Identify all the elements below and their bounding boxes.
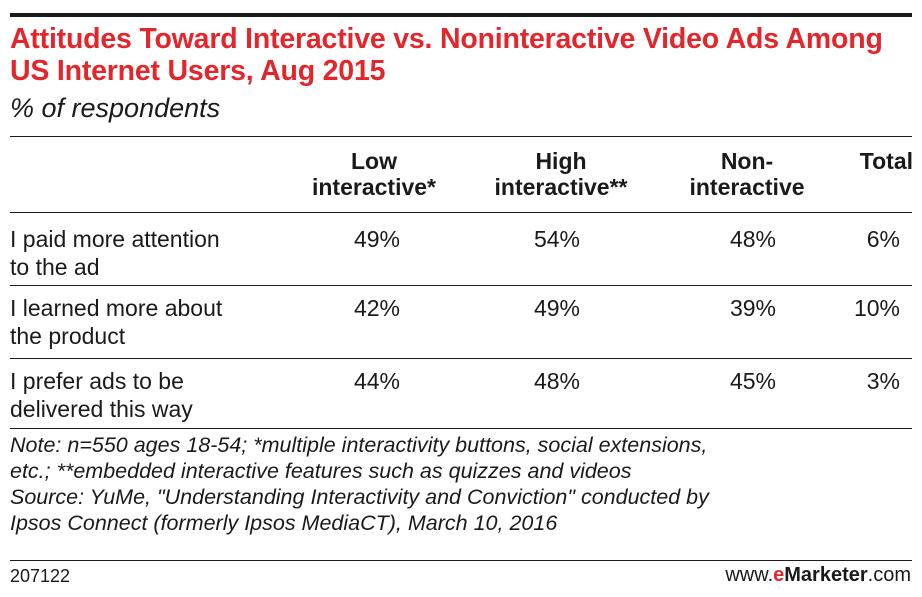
row-label-line: I prefer ads to be [10,368,184,394]
column-header-line: High [535,148,587,174]
footer-rule [10,560,912,561]
row-label-prefer-ads: I prefer ads to be delivered this way [10,367,280,423]
row-divider [10,358,912,359]
cell-value: 49% [353,226,400,252]
row-label-paid-attention: I paid more attention to the ad [10,225,280,281]
cell-value: 6% [866,226,900,252]
cell-value: 3% [866,368,900,394]
header-top-rule [10,136,912,137]
source-line: Source: YuMe, "Understanding Interactivi… [10,485,709,509]
note-line: Note: n=550 ages 18-54; *multiple intera… [10,433,708,457]
column-header-line: Total [859,148,913,174]
column-header-line: interactive* [311,174,436,200]
column-header-total: Total [838,148,913,174]
row-divider [10,285,912,286]
cell-value: 49% [533,295,580,321]
cell-value: 39% [729,295,776,321]
row-label-line: the product [10,323,126,349]
cell-value: 48% [729,226,776,252]
table-bottom-rule [10,428,912,429]
cell-value: 48% [533,368,580,394]
chart-subtitle: % of respondents [10,93,221,123]
cell-value: 44% [353,368,400,394]
column-header-line: interactive** [494,174,628,200]
cell-value: 45% [729,368,776,394]
brand-suffix: .com [867,564,911,586]
source-line: Ipsos Connect (formerly Ipsos MediaCT), … [10,511,558,535]
column-header-line: interactive [689,174,805,200]
cell-value: 42% [353,295,400,321]
row-label-line: to the ad [10,254,100,280]
brand-name: Marketer [784,564,868,586]
column-header-non-interactive: Non- interactive [672,148,822,200]
column-header-low-interactive: Low interactive* [290,148,458,200]
row-label-line: delivered this way [10,396,193,422]
chart-notes: Note: n=550 ages 18-54; *multiple intera… [10,432,915,536]
chart-title: Attitudes Toward Interactive vs. Noninte… [10,23,883,87]
top-rule [10,13,912,17]
note-line: etc.; **embedded interactive features su… [10,459,632,483]
brand-e: e [773,564,785,586]
row-label-line: I paid more attention [10,226,220,252]
column-header-high-interactive: High interactive** [471,148,651,200]
brand-logo: www.eMarketer.com [725,564,911,587]
row-label-line: I learned more about [10,295,223,321]
cell-value: 54% [533,226,580,252]
brand-prefix: www. [725,564,774,586]
cell-value: 10% [853,295,900,321]
row-label-learned-more: I learned more about the product [10,294,280,350]
chart-id: 207122 [10,566,71,586]
header-bottom-rule [10,212,912,213]
column-header-line: Non- [720,148,774,174]
column-header-line: Low [351,148,397,174]
